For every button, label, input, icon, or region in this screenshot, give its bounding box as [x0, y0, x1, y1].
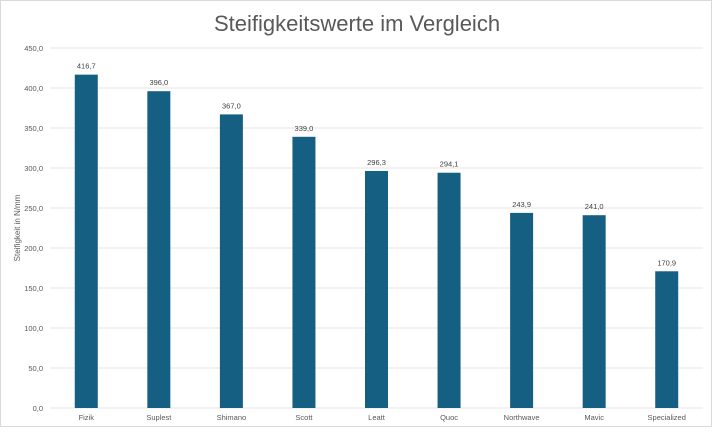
bar-suplest [147, 91, 171, 408]
x-tick-label: Suplest [146, 413, 172, 422]
data-label: 243,9 [512, 200, 531, 209]
y-tick-label: 350,0 [24, 124, 43, 133]
data-label: 296,3 [367, 158, 386, 167]
x-tick-label: Specialized [648, 413, 686, 422]
x-tick-label: Scott [295, 413, 313, 422]
y-tick-label: 150,0 [24, 284, 43, 293]
data-label: 416,7 [77, 62, 96, 71]
data-label: 367,0 [222, 101, 241, 110]
x-tick-label: Northwave [504, 413, 540, 422]
y-tick-label: 50,0 [28, 364, 43, 373]
y-tick-label: 450,0 [24, 44, 43, 53]
bar-shimano [219, 114, 243, 409]
y-tick-label: 200,0 [24, 244, 43, 253]
data-label: 339,0 [295, 124, 314, 133]
x-tick-label: Mavic [584, 413, 604, 422]
bar-leatt [365, 170, 388, 408]
x-tick-label: Fizik [79, 413, 95, 422]
bar-scott [292, 136, 316, 409]
data-label: 396,0 [149, 78, 168, 87]
x-tick-label: Shimano [217, 413, 247, 422]
chart-title: Steifigkeitswerte im Vergleich [214, 11, 500, 36]
data-label: 294,1 [440, 160, 459, 169]
y-tick-label: 250,0 [24, 204, 43, 213]
data-label: 241,0 [585, 202, 604, 211]
y-tick-label: 400,0 [24, 84, 43, 93]
bar-northwave [510, 212, 534, 408]
bar-mavic [582, 215, 606, 408]
data-label: 170,9 [657, 258, 676, 267]
bar-fizik [74, 74, 98, 408]
x-tick-label: Quoc [440, 413, 458, 422]
y-axis-label: Steifigkeit in N/mm [13, 194, 22, 261]
y-tick-label: 0,0 [33, 404, 43, 413]
x-tick-label: Leatt [368, 413, 386, 422]
bar-specialized [655, 271, 679, 408]
bar-quoc [437, 172, 461, 408]
y-tick-label: 100,0 [24, 324, 43, 333]
y-tick-label: 300,0 [24, 164, 43, 173]
